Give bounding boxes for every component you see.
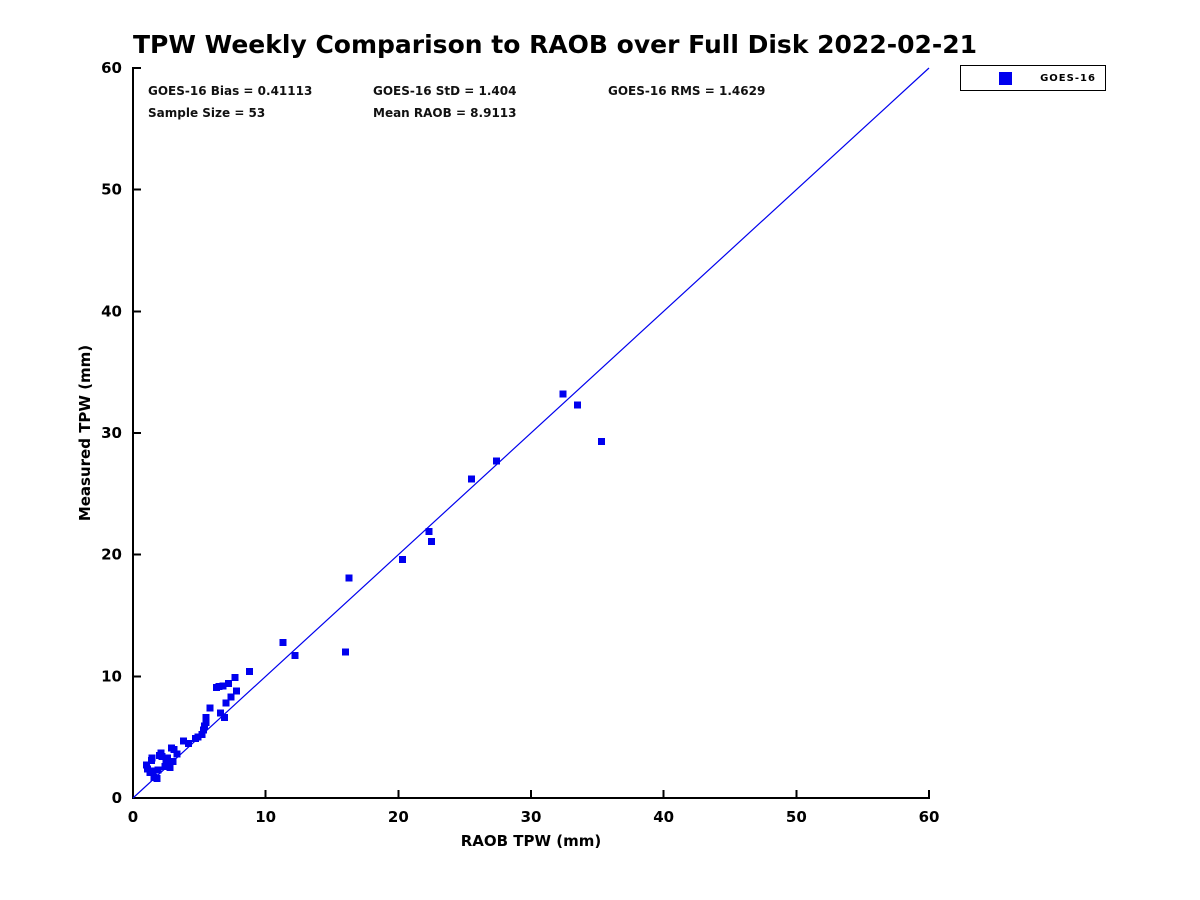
x-axis-tick-label: 10 — [255, 808, 276, 826]
y-axis-tick-label: 30 — [101, 424, 122, 442]
stat-std: GOES-16 StD = 1.404 — [373, 84, 517, 98]
y-axis-tick-label: 40 — [101, 302, 122, 320]
data-point — [148, 754, 156, 762]
data-point — [202, 719, 210, 727]
stat-sample-size: Sample Size = 53 — [148, 106, 266, 120]
data-point — [202, 714, 210, 722]
data-point — [153, 775, 161, 783]
y-axis-label: Measured TPW (mm) — [76, 344, 94, 522]
data-point — [154, 766, 162, 774]
data-point — [597, 438, 605, 446]
stat-rms: GOES-16 RMS = 1.4629 — [608, 84, 766, 98]
data-point — [428, 537, 435, 545]
data-point — [142, 761, 150, 769]
data-point — [225, 680, 233, 688]
data-point — [170, 745, 178, 753]
data-point — [279, 638, 287, 646]
x-axis-tick-label: 0 — [128, 808, 138, 826]
data-point — [149, 767, 157, 775]
y-axis-tick-label: 10 — [101, 667, 122, 685]
data-point — [169, 758, 177, 765]
data-point — [559, 390, 567, 398]
x-axis-tick-label: 40 — [653, 808, 674, 826]
data-point — [227, 693, 235, 701]
data-point — [161, 762, 169, 770]
data-point — [467, 475, 475, 483]
x-axis-tick-label: 30 — [521, 808, 542, 826]
data-point — [231, 674, 239, 682]
data-point — [217, 709, 225, 717]
chart-title: TPW Weekly Comparison to RAOB over Full … — [133, 30, 978, 59]
x-axis-tick-label: 60 — [919, 808, 940, 826]
data-point — [246, 667, 254, 675]
y-axis-tick-label: 60 — [101, 59, 122, 77]
legend-entry-label: GOES-16 — [1040, 73, 1096, 84]
data-point — [158, 753, 166, 761]
y-axis-tick-label: 20 — [101, 546, 122, 564]
legend-square-marker-icon — [999, 72, 1012, 85]
data-point — [425, 528, 433, 536]
data-point — [198, 731, 206, 739]
data-point — [163, 754, 171, 762]
stat-bias: GOES-16 Bias = 0.41113 — [148, 84, 313, 98]
data-point — [194, 733, 202, 741]
data-point — [206, 704, 214, 712]
data-point — [398, 556, 406, 564]
data-point — [179, 737, 187, 745]
legend: GOES-16 — [960, 65, 1106, 91]
y-axis-tick-label: 0 — [112, 789, 122, 807]
data-point — [345, 574, 353, 582]
data-point — [166, 764, 174, 772]
one-to-one-reference-line — [132, 67, 930, 799]
x-axis-tick-label: 50 — [786, 808, 807, 826]
data-point — [493, 457, 501, 465]
data-point — [341, 648, 349, 656]
data-point — [222, 699, 230, 707]
data-point — [219, 682, 227, 690]
stat-mean-raob: Mean RAOB = 8.9113 — [373, 106, 517, 120]
data-point — [185, 739, 193, 747]
data-point — [201, 722, 209, 730]
y-axis-tick-label: 50 — [101, 181, 122, 199]
data-point — [215, 683, 223, 691]
data-point — [173, 750, 181, 758]
x-axis-label: RAOB TPW (mm) — [460, 832, 602, 850]
data-point — [232, 687, 240, 695]
data-point — [221, 714, 229, 722]
data-point — [144, 765, 152, 773]
data-point — [573, 401, 581, 409]
x-axis-tick-label: 20 — [388, 808, 409, 826]
data-point — [199, 726, 207, 734]
data-point — [157, 749, 165, 757]
data-point — [291, 652, 299, 660]
